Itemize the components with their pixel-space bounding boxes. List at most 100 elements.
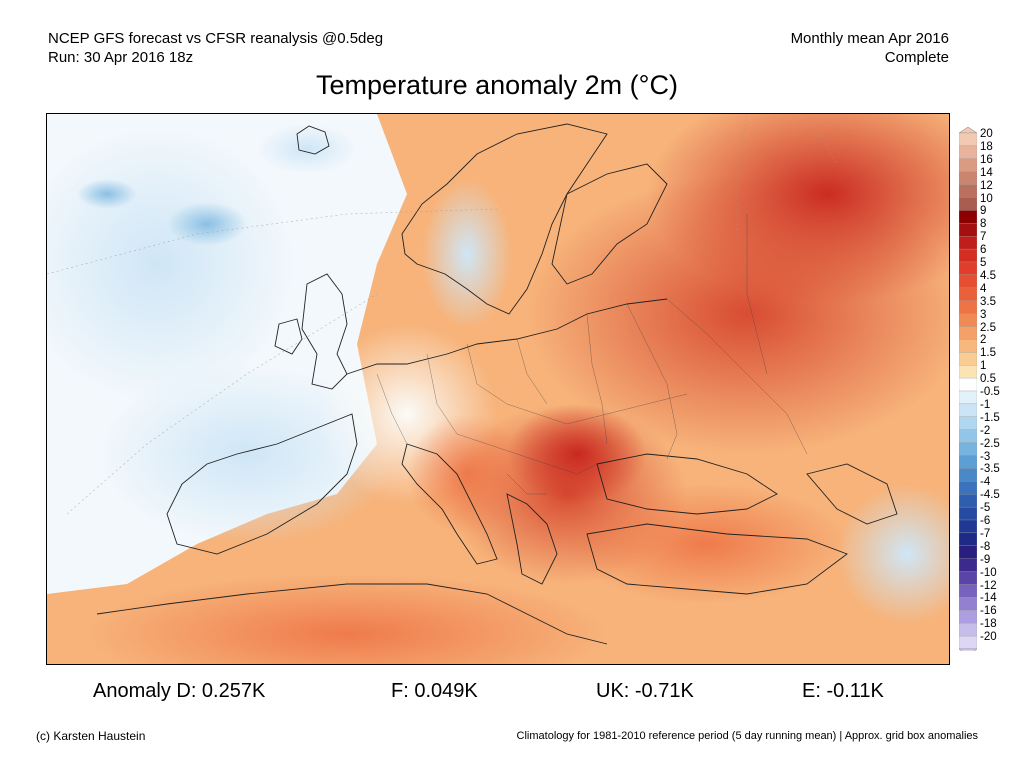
italy-warm (407, 414, 527, 534)
colorbar-label: -4 (980, 476, 991, 489)
black-sea-coast (596, 453, 778, 515)
colorbar-swatch (959, 468, 977, 482)
colorbar-label: 6 (980, 244, 987, 257)
colorbar-label: 3.5 (980, 295, 996, 308)
scandinavia-coast (401, 123, 608, 315)
period-line: Monthly mean Apr 2016 (790, 30, 949, 47)
header-left: NCEP GFS forecast vs CFSR reanalysis @0.… (48, 29, 383, 67)
colorbar-label: 20 (980, 128, 993, 140)
colorbar-swatch (959, 597, 977, 611)
border-5 (586, 313, 608, 445)
ireland-coast (274, 318, 303, 355)
colorbar-swatch (959, 429, 977, 443)
colorbar-label: 7 (980, 231, 987, 244)
colorbar-label: -5 (980, 502, 991, 515)
colorbar-swatch (959, 132, 977, 147)
colorbar-label: -14 (980, 592, 997, 605)
iran-cool-area (837, 484, 949, 624)
colorbar-label: -2 (980, 424, 991, 437)
turkey-warm (567, 484, 847, 604)
colorbar-swatch (959, 390, 977, 405)
colorbar-swatch (959, 416, 977, 430)
greece-coast (506, 493, 558, 585)
colorbar-label: -4.5 (980, 489, 1000, 502)
colorbar-label: 14 (980, 166, 993, 179)
colorbar-label: 1 (980, 360, 987, 373)
colorbar-swatch (959, 610, 977, 624)
colorbar-swatch (959, 223, 977, 237)
colorbar-swatch (959, 584, 977, 598)
colorbar-top-arrow (959, 127, 977, 134)
colorbar-label: -20 (980, 631, 997, 644)
colorbar-swatch (959, 494, 977, 508)
colorbar-swatch (959, 571, 977, 585)
colorbar-swatch (959, 352, 977, 366)
anomaly-d-stat: Anomaly D: 0.257K (93, 680, 266, 702)
border-8 (746, 214, 768, 375)
border-3 (466, 343, 688, 425)
colorbar-label: 2 (980, 334, 987, 347)
atlantic-cold-patch (167, 202, 247, 246)
iceland-coast (296, 125, 330, 155)
credit-text: (c) Karsten Haustein (36, 729, 146, 743)
colorbar-swatch (959, 197, 977, 211)
colorbar-label: -12 (980, 579, 997, 592)
colorbar-label: 8 (980, 218, 987, 231)
model-line: NCEP GFS forecast vs CFSR reanalysis @0.… (48, 30, 384, 47)
colorbar-label: 3 (980, 308, 987, 321)
status-line: Complete (884, 49, 949, 66)
colorbar-swatch (959, 532, 977, 546)
border-2 (426, 353, 598, 475)
north-africa-warm (87, 574, 607, 664)
coastlines (96, 123, 898, 645)
border-1 (376, 373, 408, 445)
map-canvas (47, 114, 949, 664)
finland-coast (551, 163, 668, 285)
colorbar-label: -1 (980, 398, 991, 411)
romania-hot-core (507, 404, 647, 504)
colorbar-label: 1.5 (980, 347, 996, 360)
colorbar-swatches (959, 127, 977, 651)
colorbar-label: 9 (980, 205, 987, 218)
colorbar-label: -9 (980, 553, 991, 566)
colorbar-label: -10 (980, 566, 997, 579)
colorbar-label: -1.5 (980, 411, 1000, 424)
colorbar-swatch (959, 545, 977, 559)
colorbar-swatch (959, 300, 977, 314)
colorbar-swatch (959, 158, 977, 172)
colorbar-swatch (959, 442, 977, 456)
colorbar-label: -0.5 (980, 386, 1000, 398)
colorbar-label: -18 (980, 618, 997, 631)
colorbar-label: -8 (980, 540, 991, 553)
graticule (47, 114, 838, 515)
colorbar-label: 5 (980, 257, 987, 269)
colorbar-swatch (959, 313, 977, 327)
colorbar-swatch (959, 236, 977, 250)
colorbar-swatch (959, 481, 977, 495)
colorbar-swatch (959, 184, 977, 198)
colorbar-label: -7 (980, 527, 991, 540)
colorbar-swatch (959, 506, 977, 521)
colorbar-label: -3.5 (980, 463, 1000, 476)
caspian-coast (806, 463, 898, 525)
italy-coast (401, 443, 498, 565)
atlantic-cold-patch-2 (77, 179, 137, 209)
colorbar-label: -3 (980, 450, 991, 463)
east-europe-warm (527, 174, 949, 454)
colorbar-label: -2.5 (980, 437, 1000, 450)
colorbar-swatch (959, 403, 977, 417)
colorbar-swatch (959, 287, 977, 301)
border-6 (626, 303, 678, 460)
colorbar-label: 12 (980, 179, 993, 192)
colorbar-swatch (959, 248, 977, 263)
iberia-coast (166, 413, 358, 555)
header-right: Monthly mean Apr 2016 Complete (791, 29, 949, 67)
colorbar-swatch (959, 455, 977, 469)
border-9 (506, 473, 547, 495)
colorbar-label: -6 (980, 515, 991, 527)
colorbar-swatch (959, 377, 977, 392)
colorbar-label: 4 (980, 282, 987, 295)
colorbar-swatch (959, 274, 977, 288)
colorbar-swatch (959, 326, 977, 340)
colorbar-swatch (959, 519, 977, 534)
